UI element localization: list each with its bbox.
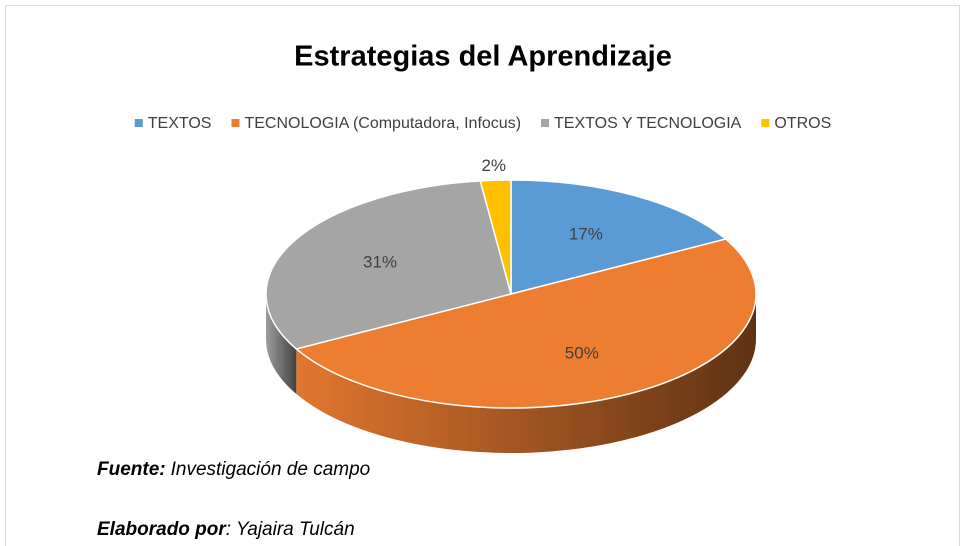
legend-label: TECNOLOGIA (Computadora, Infocus) [244, 115, 521, 132]
legend-swatch [761, 119, 770, 127]
source-text: Investigación de campo [171, 459, 371, 480]
slice [265, 180, 512, 350]
legend-label: TEXTOS [148, 115, 212, 132]
legend: TEXTOS TECNOLOGIA (Computadora, Infocus) T… [134, 115, 831, 132]
slice-side-shade [296, 294, 756, 453]
credit-label: Elaborado por [97, 519, 227, 540]
slice [294, 238, 757, 409]
slice-side-shade [266, 294, 297, 394]
pie: 17% 50% 31% 2% [265, 156, 757, 453]
source-label: Fuente: [97, 459, 166, 480]
source-note: Fuente: Investigación de campo [97, 459, 370, 480]
data-label: 31% [363, 252, 397, 271]
legend-swatch [134, 119, 143, 127]
data-label: 2% [481, 156, 506, 175]
legend-label: TEXTOS Y TECNOLOGIA [554, 115, 742, 132]
legend-swatch [541, 119, 550, 127]
credit-note: Elaborado por: Yajaira Tulcán [97, 519, 355, 540]
legend-label: OTROS [774, 115, 831, 132]
slice [479, 179, 512, 295]
chart-title: Estrategias del Aprendizaje [294, 41, 672, 73]
data-label: 17% [569, 225, 603, 244]
slice [510, 179, 728, 295]
legend-swatch [231, 119, 240, 127]
credit-text: : Yajaira Tulcán [226, 519, 355, 540]
data-label: 50% [565, 343, 599, 362]
